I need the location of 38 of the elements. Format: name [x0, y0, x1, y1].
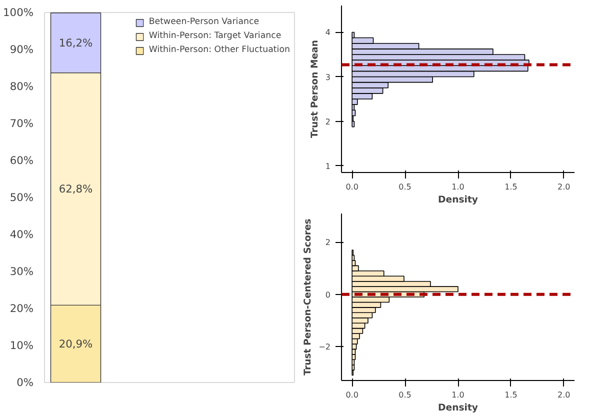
y-tick-label: 20% [10, 302, 34, 315]
x-tick-label: 1.5 [504, 182, 518, 192]
y-tick-label: 0 [325, 290, 331, 300]
y-tick-label: 0% [16, 376, 34, 389]
x-tick-label: 0.0 [346, 182, 358, 192]
y-tick-label: 10% [10, 339, 34, 352]
y-tick-label: 100% [3, 6, 34, 19]
x-tick-label: 2.0 [558, 390, 570, 400]
y-tick-label: 4 [325, 28, 331, 38]
x-tick-label: 2.0 [558, 182, 570, 192]
x-tick-label: 1.0 [452, 390, 464, 400]
y-axis-title: Trust Person-Centered Scores [302, 218, 314, 376]
x-tick-label: 0.0 [346, 390, 358, 400]
y-tick-label: 70% [10, 117, 34, 130]
y-tick-label: −2 [318, 342, 331, 352]
y-tick-label: 2 [325, 117, 331, 126]
legend-label: Within-Person: Target Variance [148, 30, 282, 42]
x-tick-label: 1.0 [452, 182, 464, 192]
x-tick-label: 1.5 [504, 390, 518, 400]
x-axis-title: Density [438, 194, 478, 206]
y-tick-label: 40% [10, 228, 34, 241]
data-label: 16,2% [58, 36, 93, 50]
y-tick-label: 3 [325, 72, 331, 82]
y-tick-label: 60% [10, 154, 34, 167]
data-label: 20,9% [58, 337, 93, 350]
x-tick-label: 0.5 [398, 390, 412, 400]
y-tick-label: 50% [10, 191, 34, 204]
y-axis-title: Trust Person Mean [309, 40, 320, 138]
y-tick-label: 1 [325, 162, 331, 171]
y-tick-label: 80% [10, 80, 34, 93]
legend-label: Between-Person Variance [148, 16, 260, 28]
x-axis-title: Density [438, 402, 478, 414]
data-label: 62,8% [58, 182, 93, 196]
y-tick-label: 30% [10, 265, 34, 278]
legend-label: Within-Person: Other Fluctuation [148, 44, 290, 56]
x-tick-label: 0.5 [398, 182, 412, 192]
y-tick-label: 90% [10, 43, 34, 56]
y-tick-label: 2 [325, 238, 331, 248]
